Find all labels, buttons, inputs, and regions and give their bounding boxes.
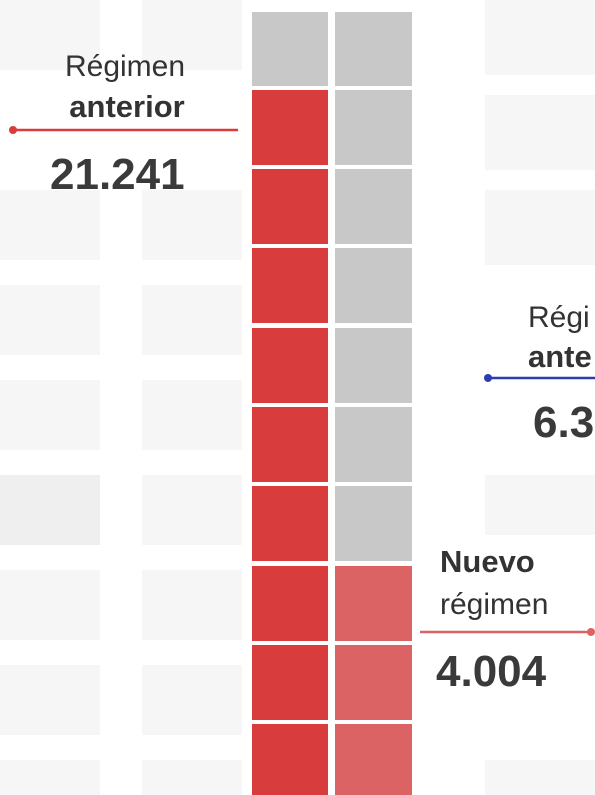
- label-line2: régimen: [440, 588, 548, 621]
- new-callout: Nuevo régimen 4.004: [420, 544, 595, 696]
- label-line1: Nuevo: [440, 544, 535, 579]
- label-line2: ante: [528, 339, 592, 374]
- label-line1: Régi: [528, 301, 590, 334]
- leader-dot: [484, 374, 492, 382]
- label-line1: Régimen: [65, 50, 185, 83]
- square-grid: [252, 12, 412, 795]
- left-callout: Régimen anterior 21.241: [9, 50, 238, 199]
- right-callout: Régi ante 6.3: [484, 301, 595, 447]
- label-line2: anterior: [69, 89, 184, 124]
- leader-dot: [9, 126, 17, 134]
- label-value: 21.241: [50, 150, 185, 199]
- label-value: 6.3: [533, 398, 594, 447]
- leader-dot: [587, 628, 595, 636]
- label-value: 4.004: [436, 647, 547, 696]
